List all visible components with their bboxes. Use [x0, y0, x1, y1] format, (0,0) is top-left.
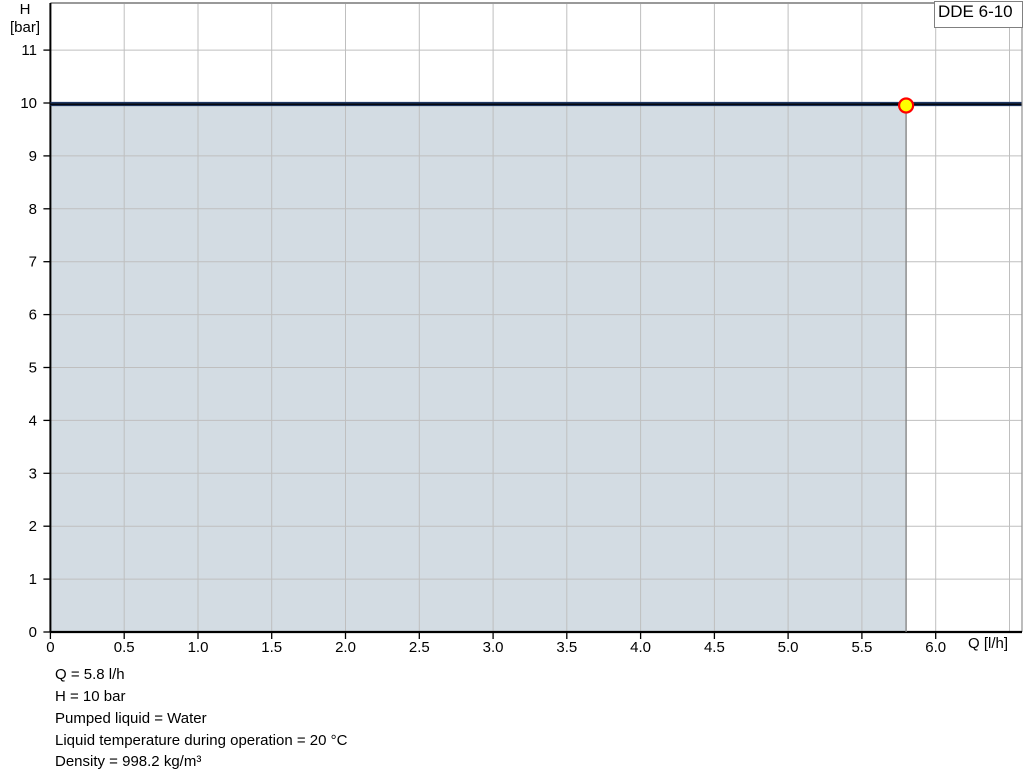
svg-text:8: 8 — [29, 201, 37, 218]
svg-text:Q [l/h]: Q [l/h] — [968, 635, 1008, 652]
svg-text:1.0: 1.0 — [188, 639, 209, 656]
svg-text:7: 7 — [29, 254, 37, 271]
svg-text:0: 0 — [46, 639, 54, 656]
svg-text:2.5: 2.5 — [409, 639, 430, 656]
svg-text:3.5: 3.5 — [556, 639, 577, 656]
svg-text:4.5: 4.5 — [704, 639, 725, 656]
svg-text:6: 6 — [29, 307, 37, 324]
svg-text:4: 4 — [29, 412, 37, 429]
svg-text:5.0: 5.0 — [778, 639, 799, 656]
svg-text:2.0: 2.0 — [335, 639, 356, 656]
svg-text:5.5: 5.5 — [851, 639, 872, 656]
svg-text:2: 2 — [29, 518, 37, 535]
svg-text:11: 11 — [21, 42, 37, 59]
svg-text:10: 10 — [20, 95, 37, 112]
svg-text:5: 5 — [29, 360, 37, 377]
svg-text:3.0: 3.0 — [483, 639, 504, 656]
svg-text:1: 1 — [29, 571, 37, 588]
svg-text:0: 0 — [29, 624, 37, 641]
svg-text:0.5: 0.5 — [114, 639, 135, 656]
svg-text:4.0: 4.0 — [630, 639, 651, 656]
svg-text:6.0: 6.0 — [925, 639, 946, 656]
svg-text:1.5: 1.5 — [261, 639, 282, 656]
svg-text:9: 9 — [29, 148, 37, 165]
svg-text:3: 3 — [29, 465, 37, 482]
